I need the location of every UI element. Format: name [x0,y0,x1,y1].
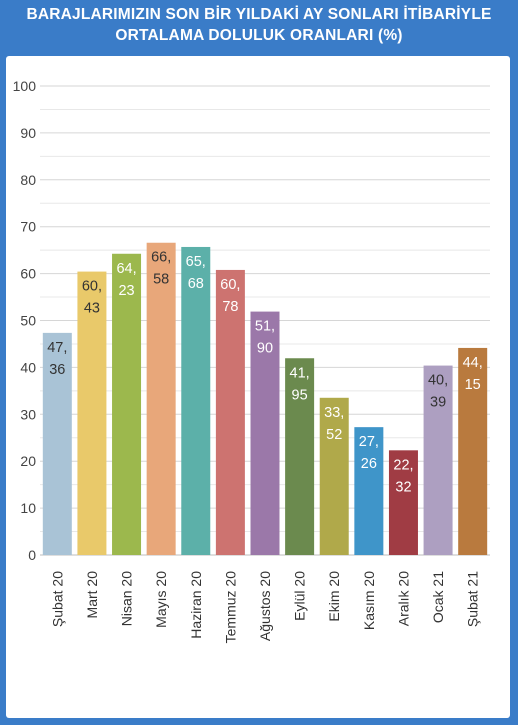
bar [250,311,280,555]
x-tick-label: Şubat 21 [465,571,481,627]
bar [458,347,488,555]
x-tick-label: Mayıs 20 [153,571,169,628]
x-tick-label: Haziran 20 [188,571,204,639]
bar [388,450,418,555]
y-tick-label: 10 [20,500,36,516]
x-tick-label: Ağustos 20 [257,571,273,641]
x-tick-label: Ocak 21 [430,571,446,623]
x-tick-label: Nisan 20 [119,571,135,626]
data-label: 66, [151,250,171,266]
data-label: 33, [324,405,344,421]
x-tick-label: Kasım 20 [361,571,377,630]
data-label: 23 [118,283,134,299]
bar [42,332,72,555]
data-label: 65, [186,254,206,270]
data-label: 78 [222,299,238,315]
bar [112,253,142,556]
y-tick-label: 40 [20,359,36,375]
y-tick-label: 50 [20,313,36,329]
data-label: 43 [84,301,100,317]
y-tick-label: 80 [20,172,36,188]
x-tick-label: Temmuz 20 [222,571,238,644]
y-tick-label: 70 [20,219,36,235]
x-tick-label: Ekim 20 [326,571,342,622]
data-label: 15 [465,377,481,393]
data-label: 41, [290,365,310,381]
bar [423,365,453,555]
bar [319,397,349,555]
data-label: 90 [257,341,273,357]
y-tick-label: 90 [20,125,36,141]
chart-title-line-1: BARAJLARIMIZIN SON BİR YILDAKİ AY SONLAR… [26,6,492,23]
bar [215,269,245,555]
data-label: 58 [153,272,169,288]
x-tick-label: Aralık 20 [395,571,411,626]
bar [354,427,384,555]
data-label: 68 [188,276,204,292]
bar [77,271,107,555]
y-tick-label: 60 [20,266,36,282]
x-tick-label: Şubat 20 [49,571,65,627]
y-tick-label: 0 [28,547,36,563]
y-tick-label: 30 [20,406,36,422]
bar [146,242,176,555]
data-label: 60, [82,279,102,295]
y-tick-label: 100 [13,78,37,94]
data-label: 47, [47,340,67,356]
data-label: 32 [395,479,411,495]
x-tick-label: Mart 20 [84,571,100,619]
bar [181,246,211,555]
x-tick-label: Eylül 20 [292,571,308,621]
data-label: 36 [49,362,65,378]
data-label: 26 [361,456,377,472]
chart-title: BARAJLARIMIZIN SON BİR YILDAKİ AY SONLAR… [0,4,518,46]
data-label: 51, [255,319,275,335]
data-label: 27, [359,434,379,450]
data-label: 22, [393,457,413,473]
data-label: 64, [116,261,136,277]
data-label: 52 [326,427,342,443]
data-label: 44, [463,355,483,371]
y-tick-label: 20 [20,453,36,469]
chart-title-line-2: ORTALAMA DOLULUK ORANLARI (%) [115,27,403,44]
bar [285,358,315,555]
data-label: 40, [428,373,448,389]
data-label: 60, [220,277,240,293]
data-label: 39 [430,395,446,411]
data-label: 95 [292,387,308,403]
